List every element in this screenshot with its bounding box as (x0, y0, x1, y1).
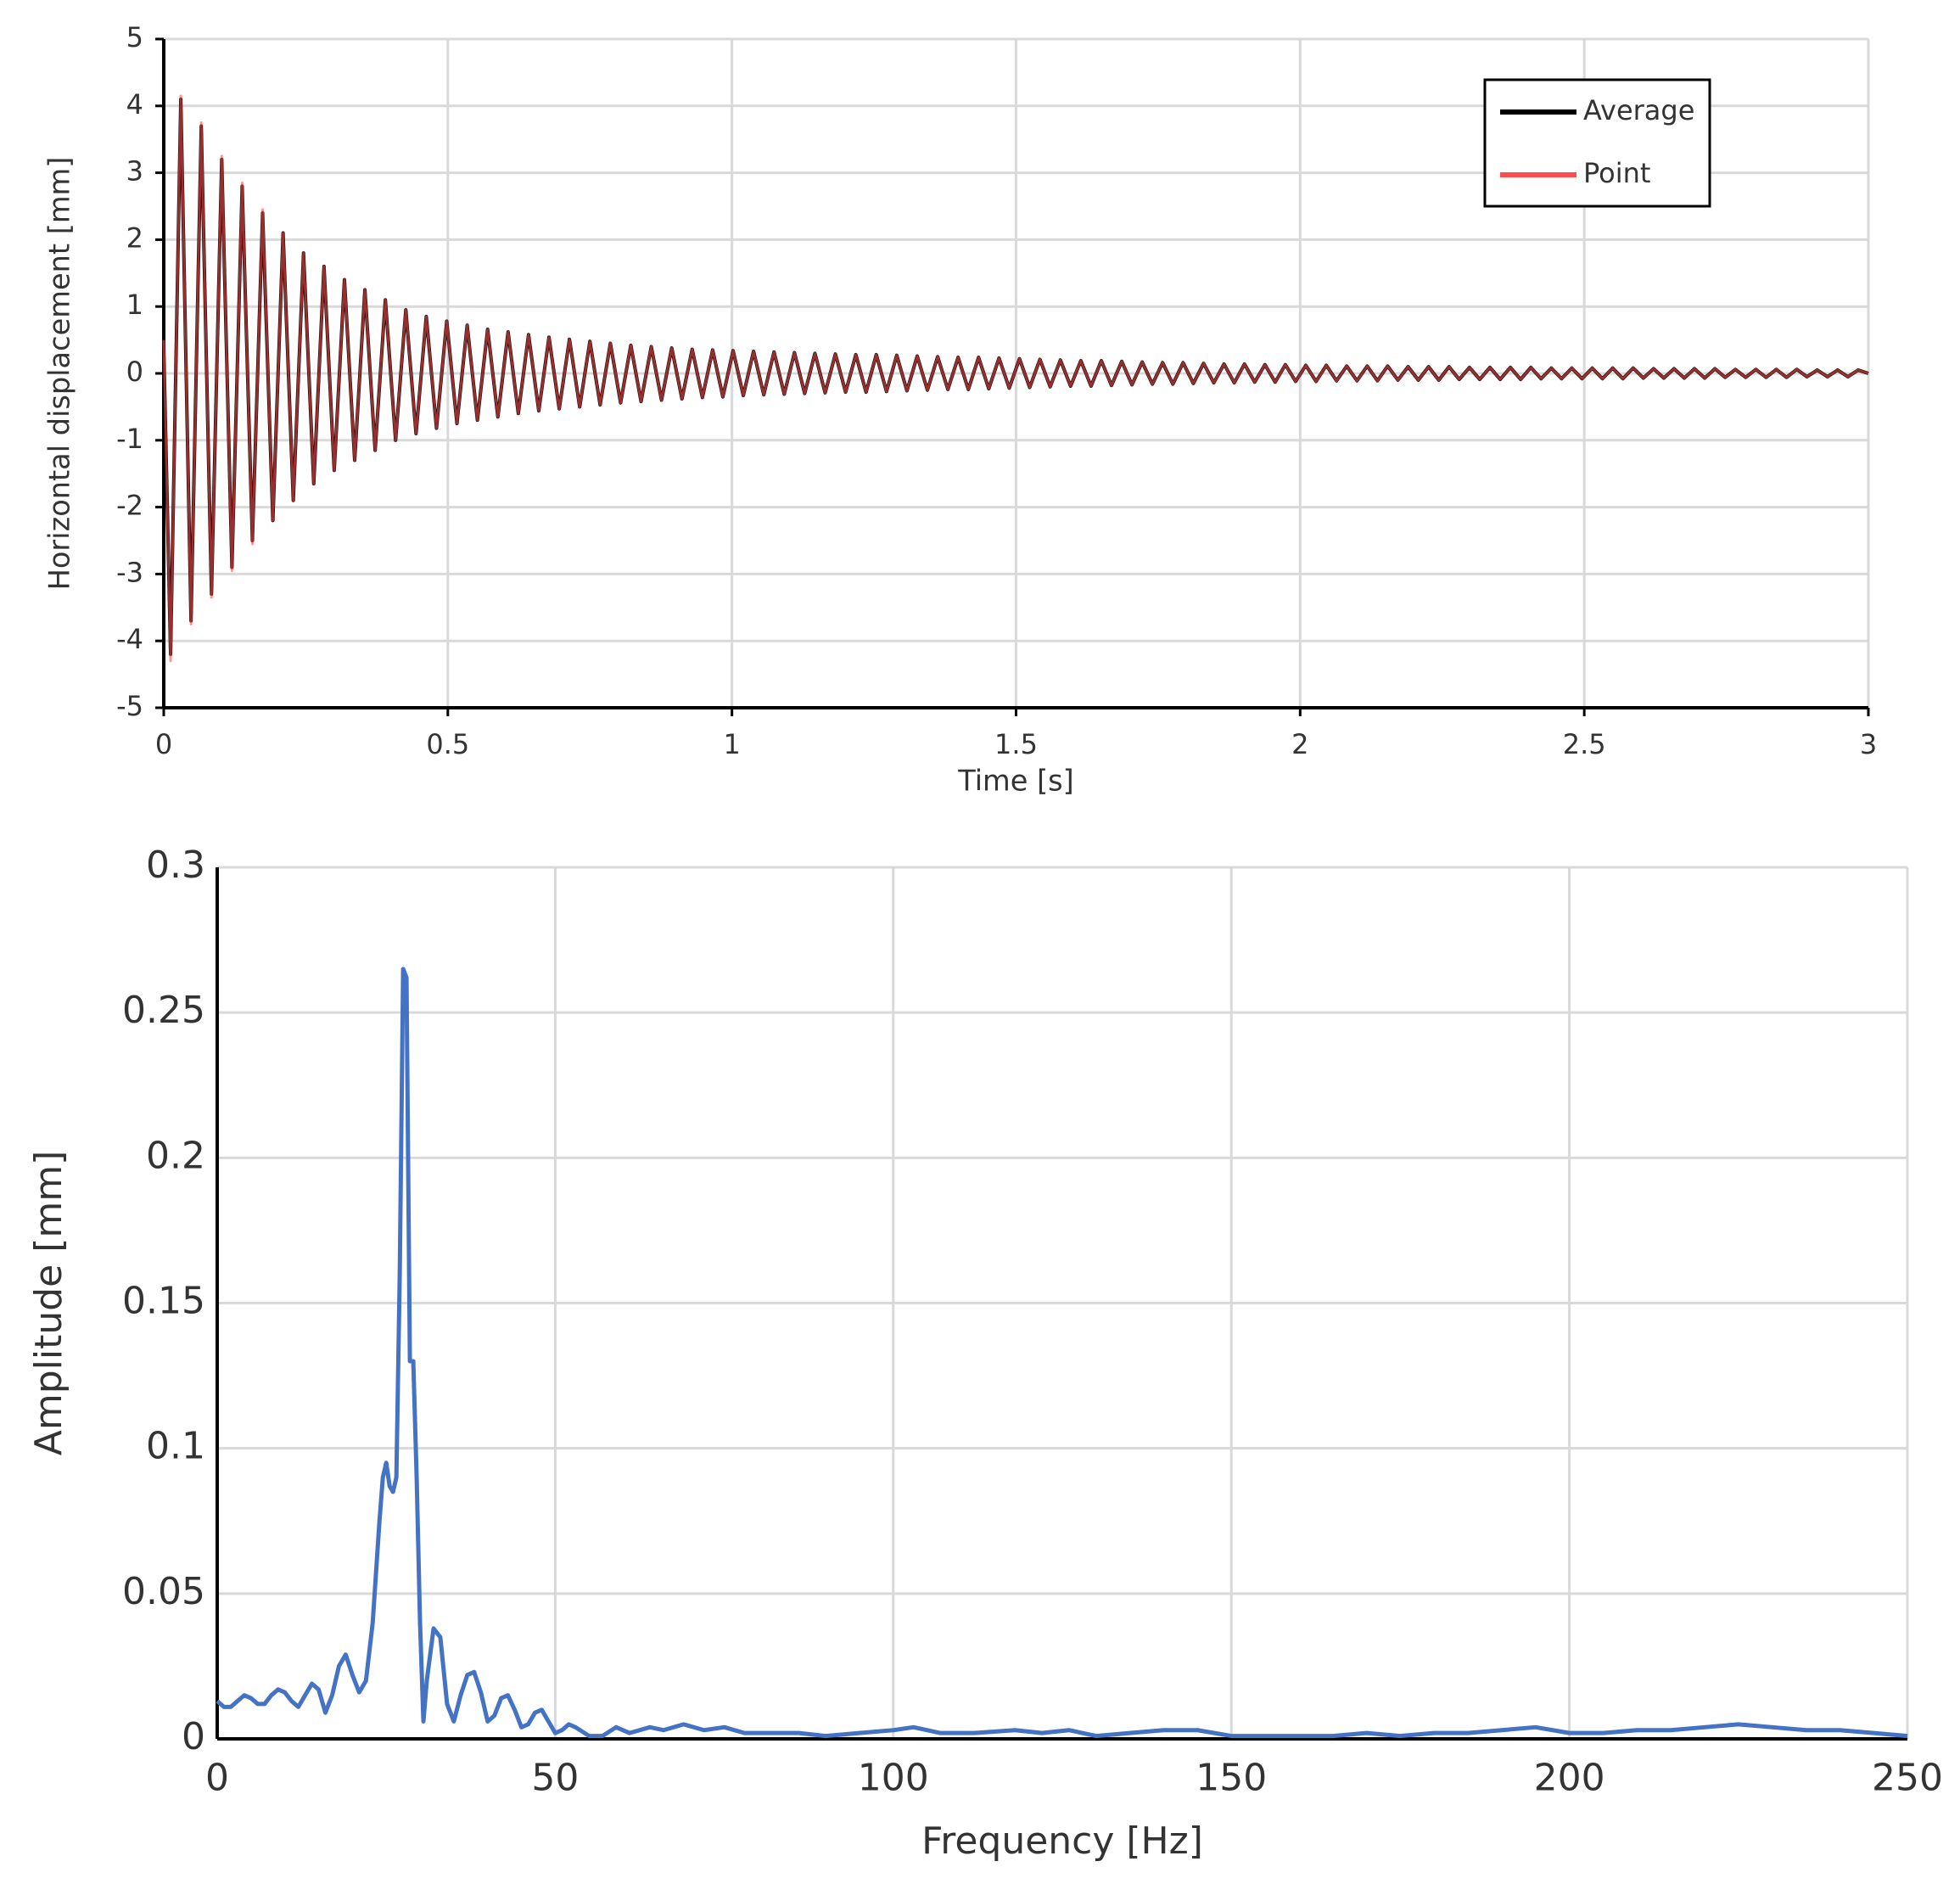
y-tick-label: 0.1 (146, 1425, 205, 1468)
y-tick-label: 3 (126, 155, 143, 188)
y-tick-label: 0.2 (146, 1134, 205, 1177)
y-tick-label: -2 (116, 490, 143, 522)
y-axis-title: Amplitude [mm] (27, 1151, 70, 1456)
x-tick-label: 1.5 (994, 728, 1038, 760)
x-axis-title: Time [s] (957, 765, 1074, 798)
x-tick-label: 0 (205, 1756, 229, 1799)
legend-box (1483, 78, 1711, 208)
x-tick-label: 1 (723, 728, 740, 760)
y-tick-label: 0.05 (122, 1570, 205, 1613)
x-tick-label: 2 (1291, 728, 1308, 760)
x-tick-label: 250 (1872, 1756, 1943, 1799)
x-tick-label: 3 (1860, 728, 1877, 760)
x-tick-label: 50 (531, 1756, 579, 1799)
y-tick-label: -5 (116, 690, 143, 722)
y-tick-label: -3 (116, 556, 143, 588)
y-tick-label: -4 (116, 623, 143, 655)
y-tick-label: 0 (126, 356, 143, 388)
data-line (162, 94, 1869, 663)
legend-label: Point (1583, 157, 1650, 189)
x-tick-label: 0 (155, 728, 172, 760)
y-tick-label: 0 (182, 1715, 205, 1758)
x-tick-label: 0.5 (426, 728, 469, 760)
y-tick-label: 4 (126, 88, 143, 121)
legend-label: Average (1583, 94, 1694, 126)
y-axis-title: Horizontal displacement [mm] (43, 157, 76, 591)
y-tick-label: 2 (126, 221, 143, 254)
x-tick-label: 100 (858, 1756, 929, 1799)
data-line (216, 967, 1908, 1739)
y-tick-label: 5 (126, 21, 143, 53)
x-axis-title: Frequency [Hz] (921, 1819, 1203, 1863)
y-tick-label: 0.3 (146, 844, 205, 887)
x-tick-label: 200 (1534, 1756, 1605, 1799)
x-tick-label: 150 (1196, 1756, 1267, 1799)
x-tick-label: 2.5 (1563, 728, 1606, 760)
y-tick-label: 0.15 (122, 1280, 205, 1323)
y-tick-label: 0.25 (122, 989, 205, 1032)
y-tick-label: -1 (116, 423, 143, 455)
y-tick-label: 1 (126, 289, 143, 321)
